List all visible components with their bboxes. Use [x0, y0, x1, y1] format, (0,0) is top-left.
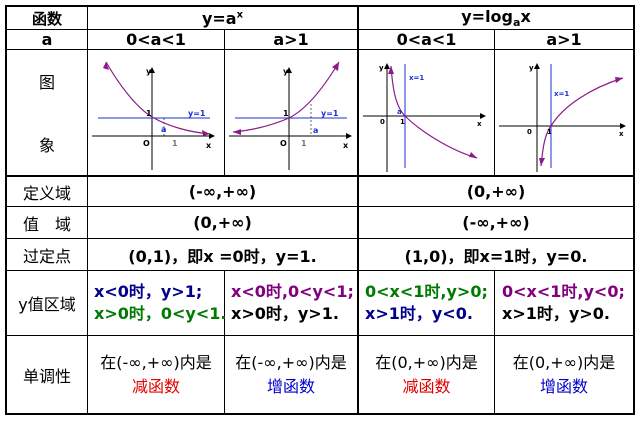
origin-label: 0 — [380, 118, 385, 126]
one-y-label: 1 — [283, 109, 289, 118]
log-title: y=logax — [461, 6, 531, 30]
exp-title: y=ax — [201, 8, 244, 28]
log-big-mono: 在(0,+∞)内是 增函数 — [512, 352, 616, 396]
log-range-big: a>1 — [546, 30, 582, 49]
domain-label: 定义域 — [22, 183, 71, 203]
graph-log-decreasing: y x 0 1 a x=1 — [359, 50, 494, 175]
a-label: a — [161, 125, 166, 134]
line-x1-label: x=1 — [554, 90, 569, 98]
region-label: y值区域 — [18, 295, 76, 314]
log-curve-increasing — [540, 77, 624, 167]
graph-log-increasing: y x 0 1 x=1 — [495, 50, 633, 175]
hline — [5, 49, 635, 50]
one-x-label: 1 — [301, 139, 307, 148]
exp-range-big: a>1 — [273, 30, 309, 49]
graph-exp-decreasing: y x O 1 1 a y=1 — [88, 50, 224, 175]
vline — [224, 270, 225, 415]
axis-y-label: y — [146, 67, 152, 76]
log-range-small: 0<a<1 — [396, 30, 457, 49]
line-y1-label: y=1 — [188, 109, 206, 118]
exp-range: (0,+∞) — [193, 213, 252, 232]
vline — [357, 5, 359, 415]
axis-y-label: y — [379, 64, 384, 72]
axis-x-label: x — [619, 130, 624, 138]
hline — [5, 175, 635, 177]
log-domain: (0,+∞) — [466, 182, 526, 201]
mono-label: 单调性 — [22, 366, 71, 386]
border-right — [633, 5, 635, 415]
log-big-region: 0<x<1时,y<0; x>1时，y>0. — [502, 282, 625, 323]
axis-y-label: y — [529, 64, 534, 72]
vline — [494, 29, 495, 176]
vline — [494, 270, 495, 415]
axis-x-label: x — [343, 141, 349, 150]
exp-point: (0,1)，即x =0时，y=1. — [128, 246, 317, 266]
exp-big-region: x<0时,0<y<1; x>0时，y>1. — [231, 282, 354, 323]
function-table: 函数 y=ax y=logax a 0<a<1 a>1 0<a<1 a>1 图 … — [5, 5, 635, 415]
axis-y-label: y — [283, 67, 289, 76]
graph-label: 图 象 — [38, 73, 55, 155]
exp-small-mono: 在(-∞,+∞)内是 减函数 — [100, 352, 212, 396]
log-small-mono: 在(0,+∞)内是 减函数 — [375, 352, 478, 396]
one-x-label: 1 — [172, 139, 178, 148]
exp-big-mono: 在(-∞,+∞)内是 增函数 — [235, 352, 347, 396]
hline — [5, 335, 635, 336]
log-range: (-∞,+∞) — [462, 213, 530, 232]
log-point: (1,0)，即x=1时，y=0. — [404, 246, 588, 266]
a-label: a — [397, 108, 402, 116]
exp-curve-decreasing — [105, 61, 211, 135]
log-small-region: 0<x<1时,y>0; x>1时，y<0. — [365, 282, 488, 323]
vline — [87, 5, 88, 415]
exp-small-region: x<0时，y>1; x>0时，0<y<1. — [94, 282, 227, 323]
axis-x-label: x — [477, 120, 482, 128]
one-y-label: 1 — [146, 109, 152, 118]
origin-label: O — [143, 139, 150, 148]
header-a-label: a — [41, 30, 53, 49]
log-curve-decreasing — [390, 65, 478, 159]
one-x-label: 1 — [547, 128, 552, 136]
vline — [224, 29, 225, 176]
axis-x-label: x — [206, 141, 212, 150]
line-y1-label: y=1 — [321, 109, 339, 118]
origin-label: 0 — [527, 128, 532, 136]
exp-range-small: 0<a<1 — [126, 30, 186, 49]
hline — [5, 206, 635, 207]
line-x1-label: x=1 — [409, 74, 424, 82]
header-func-label: 函数 — [31, 9, 62, 28]
value-label: 值 域 — [22, 214, 71, 234]
a-label: a — [313, 126, 318, 135]
point-label: 过定点 — [22, 246, 71, 266]
exp-domain: (-∞,+∞) — [188, 182, 257, 201]
hline — [5, 29, 635, 30]
border-left — [5, 5, 7, 415]
hline — [5, 238, 635, 239]
one-x-label: 1 — [400, 118, 405, 126]
exp-curve-increasing — [232, 61, 340, 133]
border-bottom — [5, 413, 635, 415]
hline — [5, 270, 635, 271]
graph-exp-increasing: y x O 1 1 a y=1 — [225, 50, 357, 175]
border-top — [5, 5, 635, 7]
origin-label: O — [280, 139, 287, 148]
